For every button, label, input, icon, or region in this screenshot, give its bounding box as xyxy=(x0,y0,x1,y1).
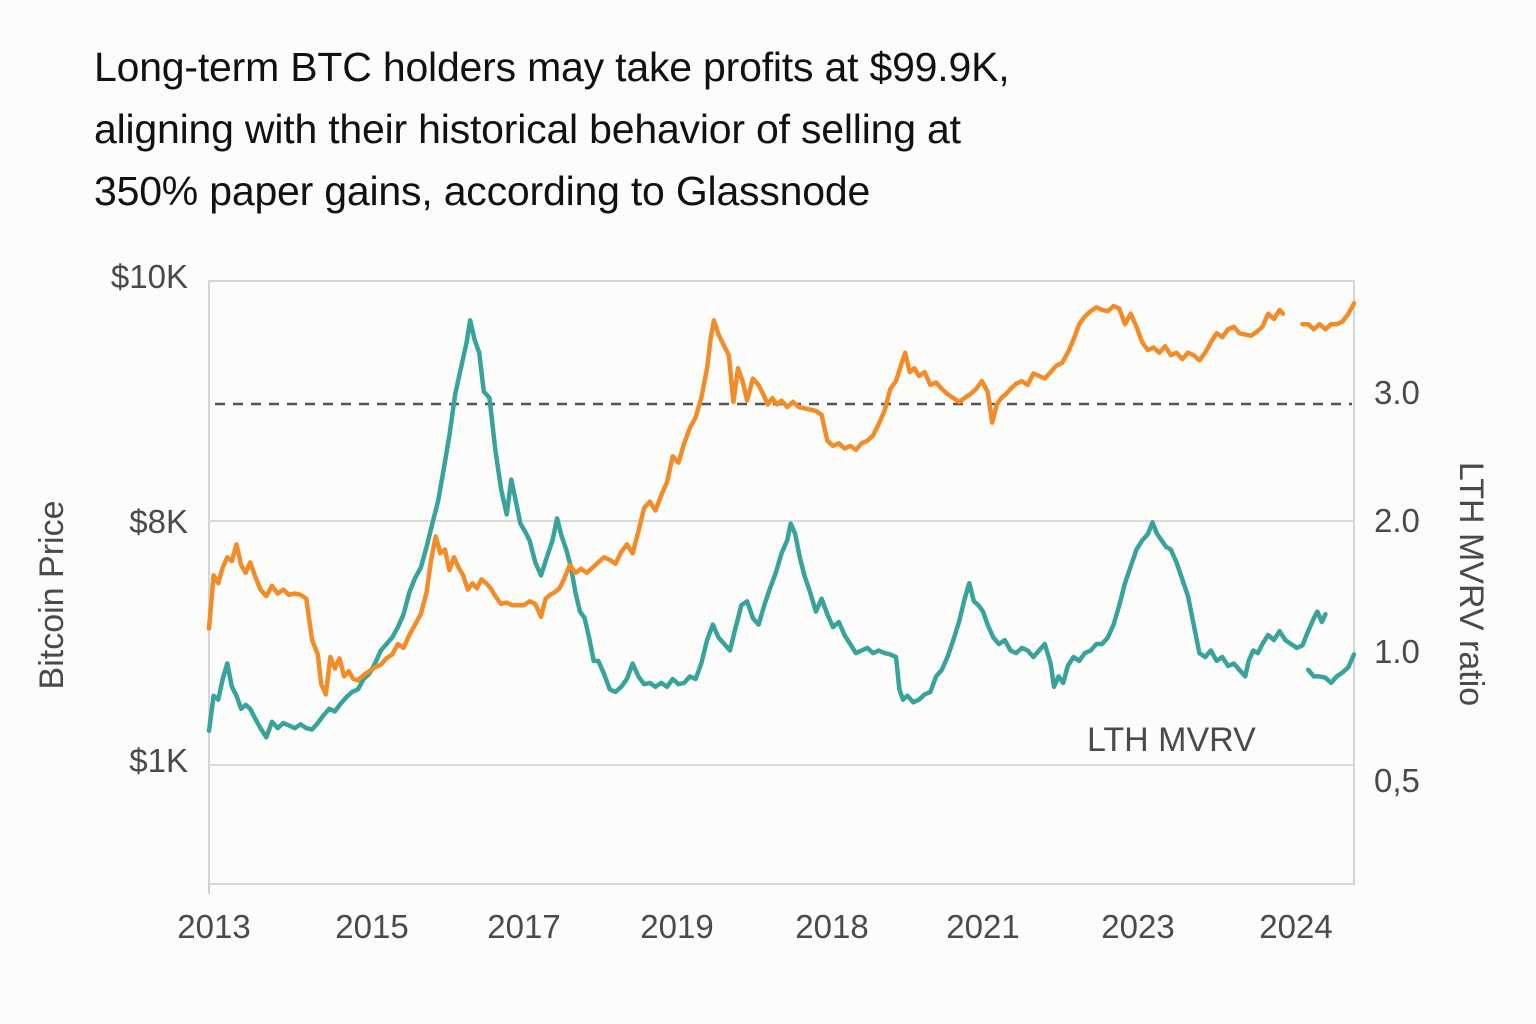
x-tick-2019-3: 2019 xyxy=(640,908,713,945)
chart-title-line-1: Long-term BTC holders may take profits a… xyxy=(94,44,1010,90)
bitcoin-price-line-segment-0 xyxy=(206,303,1286,697)
x-tick-2021-5: 2021 xyxy=(946,908,1019,945)
right-tick-1-0: 1.0 xyxy=(1374,633,1420,670)
right-tick-0-5: 0,5 xyxy=(1374,762,1420,799)
lth-mvrv-line-segment-1 xyxy=(1305,652,1357,686)
y-axis-label-right: LTH MVRV ratio xyxy=(1452,462,1490,706)
x-tick-2023-6: 2023 xyxy=(1101,908,1174,945)
chart-title-line-2: aligning with their historical behavior … xyxy=(94,106,961,152)
x-tick-2017-2: 2017 xyxy=(487,908,560,945)
chart-title-line-3: 350% paper gains, according to Glassnode xyxy=(94,168,871,214)
x-tick-2015-1: 2015 xyxy=(335,908,408,945)
left-tick-1k: $1K xyxy=(129,742,188,779)
plot-frame xyxy=(208,280,1355,885)
series-annotation-lth-mvrv: LTH MVRV xyxy=(1087,721,1256,759)
x-tick-2013-0: 2013 xyxy=(177,908,250,945)
chart-title: Long-term BTC holders may take profits a… xyxy=(94,36,1394,222)
series-group xyxy=(206,301,1357,740)
right-tick-3-0: 3.0 xyxy=(1374,374,1420,411)
x-tick-2024-7: 2024 xyxy=(1259,908,1332,945)
lth-mvrv-line-segment-0 xyxy=(206,318,1328,740)
left-tick-8k: $8K xyxy=(129,503,188,540)
left-tick-10k: $10K xyxy=(111,258,188,295)
x-tick-2018-4: 2018 xyxy=(795,908,868,945)
y-axis-label-left: Bitcoin Price xyxy=(33,501,71,690)
bitcoin-price-line-segment-1 xyxy=(1300,301,1357,332)
right-axis-ticks: 3.0 2.0 1.0 0,5 xyxy=(1374,374,1420,799)
x-axis-ticks: 2013 2015 2017 2019 2018 2021 2023 2024 xyxy=(177,908,1332,945)
right-tick-2-0: 2.0 xyxy=(1374,502,1420,539)
